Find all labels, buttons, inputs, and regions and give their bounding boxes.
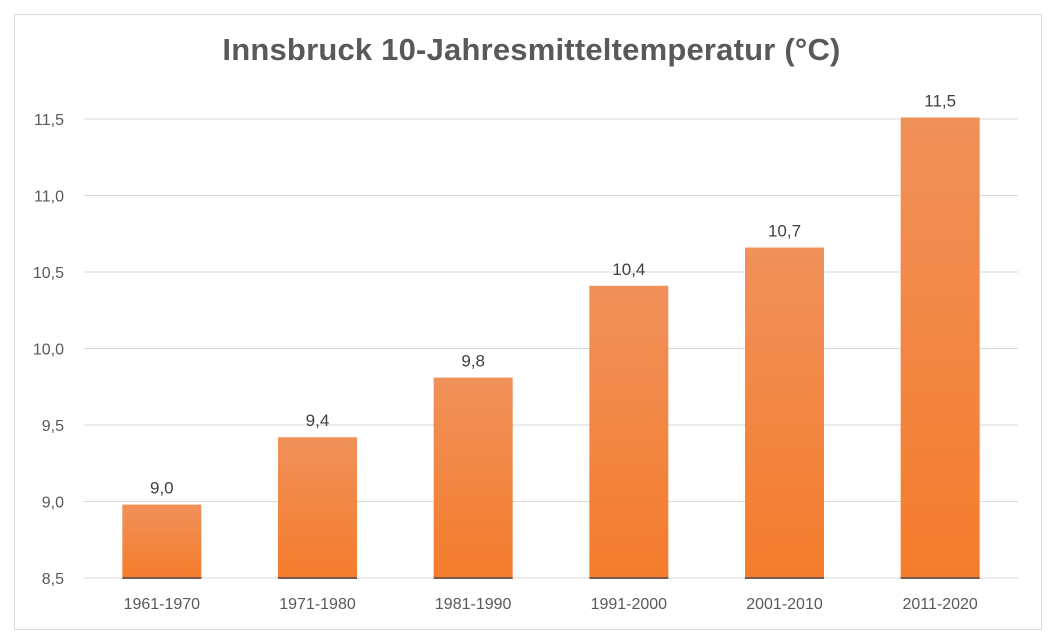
y-tick-label: 11,5 xyxy=(34,112,64,129)
data-label: 11,5 xyxy=(924,91,956,110)
bar-1971-1980 xyxy=(278,437,357,578)
x-tick-label: 1971-1980 xyxy=(279,596,356,613)
chart-title: Innsbruck 10-Jahresmitteltemperatur (°C) xyxy=(222,32,841,67)
bar-1991-2000 xyxy=(589,285,669,578)
data-label: 9,8 xyxy=(461,352,485,371)
data-label: 9,0 xyxy=(150,479,174,498)
bar-1961-1970 xyxy=(122,504,202,578)
bar-2011-2020 xyxy=(900,117,980,578)
y-tick-label: 9,5 xyxy=(42,418,64,435)
data-label: 9,4 xyxy=(306,411,330,430)
bars xyxy=(122,117,980,579)
bar-1981-1990 xyxy=(433,377,513,578)
x-tick-label: 1981-1990 xyxy=(435,596,512,613)
y-tick-label: 11,0 xyxy=(34,189,64,206)
x-tick-label: 2011-2020 xyxy=(903,596,978,613)
data-label: 10,4 xyxy=(612,260,645,279)
gridlines xyxy=(84,118,1018,579)
y-tick-label: 10,0 xyxy=(33,342,64,359)
y-tick-label: 8,5 xyxy=(42,571,64,588)
data-label: 10,7 xyxy=(768,222,801,241)
bar-2001-2010 xyxy=(745,247,824,578)
y-tick-label: 10,5 xyxy=(33,265,64,282)
x-tick-label: 1961-1970 xyxy=(124,596,201,613)
x-tick-label: 1991-2000 xyxy=(591,596,668,613)
labels: 8,5 9,0 9,5 10,0 10,5 11,0 11,5 9,0 1961-1970 9,4… xyxy=(33,91,978,613)
y-tick-label: 9,0 xyxy=(42,495,64,512)
x-tick-label: 2001-2010 xyxy=(746,596,823,613)
